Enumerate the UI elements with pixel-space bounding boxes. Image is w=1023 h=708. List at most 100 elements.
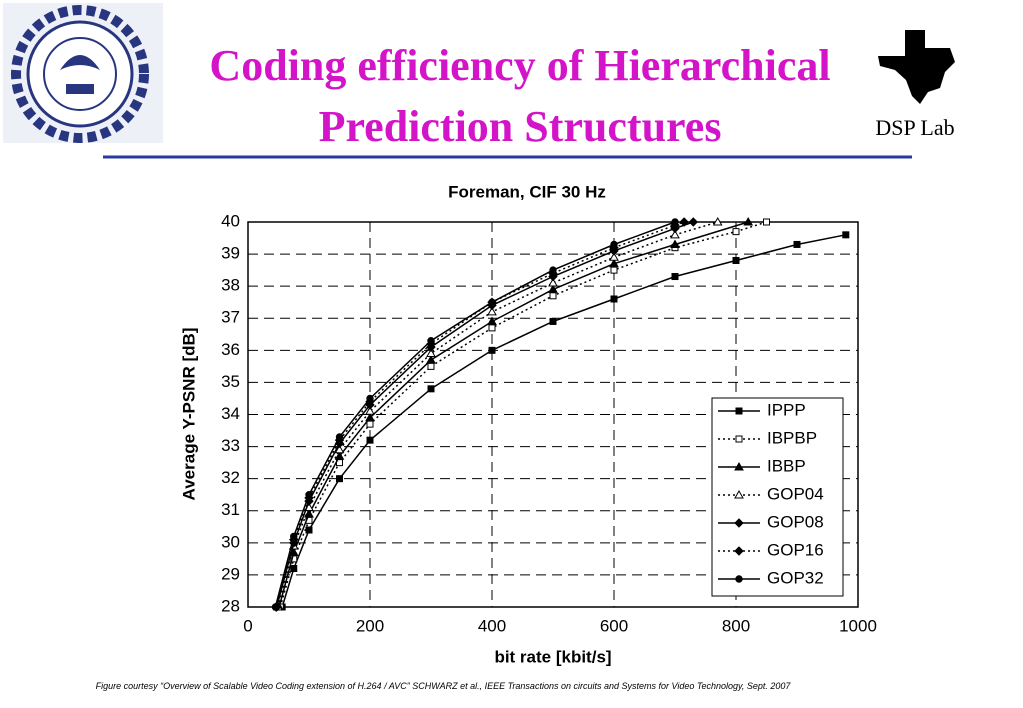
x-tick-label: 800 xyxy=(722,616,750,635)
series-line xyxy=(279,221,767,608)
y-tick-label: 35 xyxy=(221,372,240,391)
marker xyxy=(763,218,770,226)
y-tick-label: 32 xyxy=(221,468,240,487)
y-tick-label: 28 xyxy=(221,596,240,615)
marker xyxy=(427,362,435,370)
y-tick-label: 40 xyxy=(221,211,240,230)
y-axis-label: Average Y-PSNR [dB] xyxy=(179,328,198,501)
legend-label: IBBP xyxy=(767,456,806,475)
marker xyxy=(365,406,375,415)
x-tick-label: 1000 xyxy=(839,616,877,635)
y-tick-label: 37 xyxy=(221,308,240,327)
y-tick-label: 39 xyxy=(221,244,240,263)
legend-box xyxy=(711,397,844,597)
marker xyxy=(688,217,699,227)
marker xyxy=(734,461,744,471)
marker xyxy=(271,603,280,611)
marker xyxy=(670,229,680,239)
logo-emblem xyxy=(60,55,100,94)
caption: Figure courtesy “Overview of Scalable Vi… xyxy=(96,681,792,691)
x-tick-label: 400 xyxy=(478,616,506,635)
marker xyxy=(671,218,679,226)
logo-gear xyxy=(11,5,149,143)
series-line xyxy=(275,221,685,608)
marker xyxy=(487,316,497,325)
marker xyxy=(488,298,496,306)
legend-label: GOP16 xyxy=(767,540,824,559)
marker xyxy=(732,228,740,236)
marker xyxy=(734,489,744,499)
marker xyxy=(548,277,558,287)
marker xyxy=(735,407,743,415)
marker xyxy=(427,337,435,345)
marker xyxy=(743,216,754,226)
y-tick-label: 36 xyxy=(221,340,240,359)
marker xyxy=(671,273,679,281)
marker xyxy=(305,491,313,499)
marker xyxy=(365,412,375,422)
slide-title: Coding efficiency of Hierarchical xyxy=(209,41,830,90)
x-tick-label: 200 xyxy=(356,616,384,635)
legend-label: GOP04 xyxy=(767,484,824,503)
y-tick-label: 31 xyxy=(221,500,240,519)
marker xyxy=(366,436,374,444)
marker xyxy=(609,252,619,261)
marker xyxy=(610,295,618,303)
y-tick-label: 34 xyxy=(221,404,240,423)
marker xyxy=(488,346,496,354)
marker xyxy=(290,532,298,541)
marker xyxy=(427,385,435,393)
x-axis-label: bit rate [kbit/s] xyxy=(494,647,611,666)
y-tick-label: 38 xyxy=(221,276,240,295)
marker xyxy=(548,284,558,293)
y-tick-label: 33 xyxy=(221,436,240,455)
marker xyxy=(336,475,343,483)
marker xyxy=(549,266,557,274)
slide-title: Prediction Structures xyxy=(319,102,722,151)
legend-label: IPPP xyxy=(767,400,806,419)
marker xyxy=(610,240,618,249)
marker xyxy=(735,575,743,583)
institute-logo xyxy=(3,3,163,143)
legend-label: GOP08 xyxy=(767,512,824,531)
x-tick-label: 0 xyxy=(243,616,252,635)
marker xyxy=(334,444,345,454)
marker xyxy=(793,240,801,248)
marker xyxy=(842,231,850,239)
marker xyxy=(366,394,374,403)
series-line xyxy=(277,221,718,608)
marker xyxy=(734,518,744,528)
logo-inner xyxy=(43,37,117,111)
legend-label: IBPBP xyxy=(767,428,817,447)
marker xyxy=(609,258,619,268)
marker xyxy=(487,306,497,316)
marker xyxy=(610,266,618,274)
marker xyxy=(290,565,298,572)
marker xyxy=(305,526,313,534)
marker xyxy=(679,217,689,227)
marker xyxy=(734,546,744,556)
plot-frame xyxy=(247,221,859,608)
marker xyxy=(426,354,436,364)
marker xyxy=(549,292,557,300)
lab-name: DSP Lab xyxy=(875,115,954,140)
marker xyxy=(335,433,344,441)
marker xyxy=(549,317,557,325)
marker xyxy=(366,420,374,428)
chart: Foreman, CIF 30 Hz bit rate [kbit/s] Avera… xyxy=(179,182,876,666)
x-tick-label: 600 xyxy=(600,616,628,635)
marker xyxy=(304,508,314,518)
y-tick-label: 29 xyxy=(221,564,240,583)
marker xyxy=(712,216,723,226)
marker xyxy=(334,451,345,460)
ti-logo xyxy=(878,30,955,104)
marker xyxy=(735,435,743,443)
marker xyxy=(488,324,496,332)
marker xyxy=(670,239,680,248)
marker xyxy=(732,257,740,264)
legend-label: GOP32 xyxy=(767,568,824,587)
series-line xyxy=(274,221,676,608)
